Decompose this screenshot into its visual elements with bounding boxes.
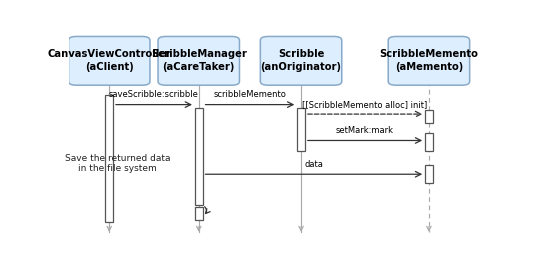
Text: Scribble
(anOriginator): Scribble (anOriginator)	[261, 49, 342, 72]
FancyBboxPatch shape	[388, 36, 470, 85]
FancyBboxPatch shape	[69, 36, 150, 85]
Text: setMark:mark: setMark:mark	[336, 126, 394, 135]
Text: [[ScribbleMemento alloc] init]: [[ScribbleMemento alloc] init]	[302, 100, 427, 109]
Text: scribbleMemento: scribbleMemento	[213, 90, 287, 99]
FancyBboxPatch shape	[158, 36, 239, 85]
Text: CanvasViewController
(aClient): CanvasViewController (aClient)	[47, 49, 171, 72]
Bar	[106, 95, 113, 222]
Bar	[425, 110, 433, 122]
Bar	[195, 207, 202, 219]
Bar	[297, 108, 305, 151]
Bar	[425, 133, 433, 151]
Text: ScribbleMemento
(aMemento): ScribbleMemento (aMemento)	[379, 49, 478, 72]
Text: ScribbleManager
(aCareTaker): ScribbleManager (aCareTaker)	[151, 49, 247, 72]
Text: Save the returned data
in the file system: Save the returned data in the file syste…	[65, 154, 170, 173]
Bar	[425, 165, 433, 183]
Text: data: data	[304, 160, 323, 169]
Text: saveScribble:scribble: saveScribble:scribble	[109, 90, 199, 99]
FancyBboxPatch shape	[260, 36, 342, 85]
Bar	[195, 108, 202, 205]
